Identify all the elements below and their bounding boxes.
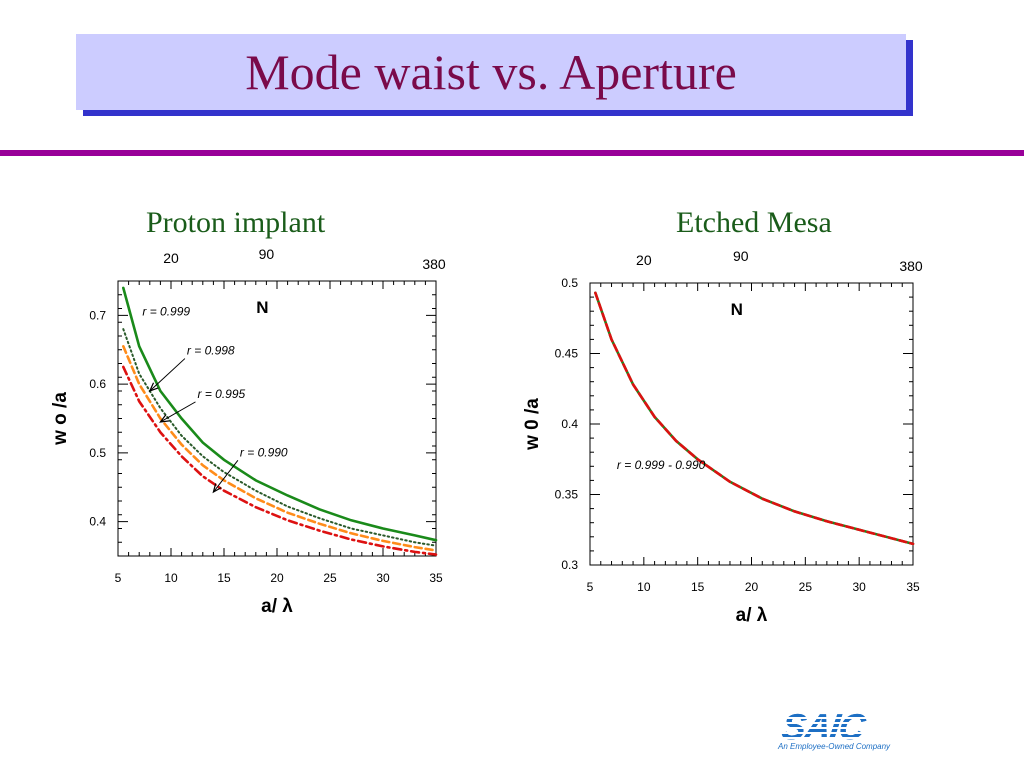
series-line-0 [594, 291, 915, 546]
y-axis-label: w 0 /a [522, 398, 543, 451]
x-tick-label: 20 [270, 571, 284, 585]
y-tick-label: 0.4 [561, 417, 578, 431]
y-tick-label: 0.4 [89, 515, 106, 529]
top-axis-tick-label: 90 [733, 248, 749, 264]
top-axis-tick-label: 20 [636, 252, 652, 268]
annotation-label: r = 0.998 [187, 344, 235, 358]
plot-frame [589, 282, 914, 566]
y-tick-label: 0.3 [561, 558, 578, 572]
annotation-arrow [213, 460, 239, 493]
y-tick-label: 0.45 [555, 347, 579, 361]
x-tick-label: 5 [115, 571, 122, 585]
annotation-arrowhead [148, 382, 159, 393]
x-tick-label: 25 [323, 571, 337, 585]
x-axis-label: a/ λ [736, 605, 768, 626]
y-tick-label: 0.7 [89, 308, 106, 322]
x-tick-label: 30 [852, 580, 866, 594]
saic-logo: SAIC An Employee-Owned Company [776, 706, 906, 756]
y-tick-label: 0.6 [89, 377, 106, 391]
right-chart-title: Etched Mesa [676, 206, 832, 239]
x-tick-label: 35 [429, 571, 443, 585]
proton-implant-chart: 5 10 15 20 25 30 35 0.4 0.5 0.6 0.7 20 90 380 Nr = 0.9… [50, 246, 446, 617]
y-tick-label: 0.5 [561, 276, 578, 290]
series-line-1 [594, 291, 915, 546]
series-line-3 [122, 365, 438, 556]
x-tick-label: 25 [799, 580, 813, 594]
annotation-label: r = 0.990 [240, 445, 288, 459]
x-tick-label: 35 [906, 580, 920, 594]
top-axis-tick-label: 380 [899, 258, 923, 274]
top-axis-tick-label: 380 [422, 256, 446, 272]
annotation-arrow [149, 358, 186, 392]
annotation-label: r = 0.995 [198, 387, 246, 401]
annotation-label: r = 0.999 [142, 304, 190, 318]
x-tick-label: 5 [587, 580, 594, 594]
x-tick-label: 10 [164, 571, 178, 585]
slide-title: Mode waist vs. Aperture [245, 44, 737, 100]
annotation-arrowhead [159, 414, 170, 423]
top-axis-label: N [256, 298, 268, 317]
x-tick-label: 15 [691, 580, 705, 594]
x-tick-label: 10 [637, 580, 651, 594]
y-axis-label: w o /a [50, 392, 71, 446]
title-box: Mode waist vs. Aperture [76, 34, 906, 110]
etched-mesa-chart: 5 10 15 20 25 30 35 0.3 0.35 0.4 0.45 0.5 20 90 380 Nr … [522, 248, 923, 626]
series-line-2 [122, 345, 438, 552]
logo-tagline: An Employee-Owned Company [778, 742, 891, 751]
left-chart-title: Proton implant [146, 206, 326, 239]
x-tick-label: 20 [745, 580, 759, 594]
series-line-1 [122, 328, 437, 547]
y-tick-label: 0.35 [555, 488, 579, 502]
annotation-arrow [160, 401, 196, 423]
annotation-label: r = 0.999 - 0.990 [617, 458, 706, 472]
top-axis-label: N [731, 300, 743, 319]
series-line-0 [122, 286, 438, 542]
top-axis-tick-label: 20 [163, 250, 179, 266]
x-axis-label: a/ λ [261, 596, 293, 617]
y-tick-label: 0.5 [89, 446, 106, 460]
x-tick-label: 30 [376, 571, 390, 585]
annotation-arrowhead [212, 483, 222, 494]
x-tick-label: 15 [217, 571, 231, 585]
divider-rule [0, 150, 1024, 156]
top-axis-tick-label: 90 [259, 246, 275, 262]
